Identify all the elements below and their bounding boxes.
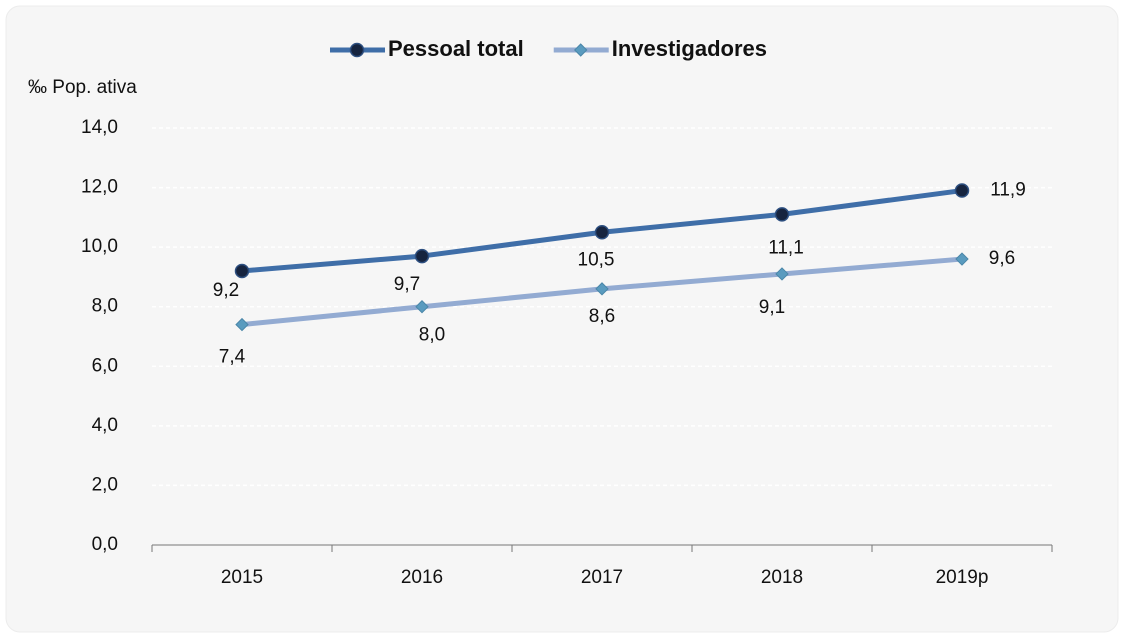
marker	[234, 263, 250, 279]
y-axis-label: ‰ Pop. ativa	[28, 77, 137, 98]
panel	[5, 5, 1119, 633]
marker	[595, 282, 609, 296]
x-tick-label: 2018	[761, 567, 803, 588]
legend-label: Investigadores	[612, 36, 767, 61]
marker	[235, 317, 249, 332]
x-tick-label: 2017	[581, 567, 623, 588]
marker	[414, 248, 430, 264]
marker	[594, 225, 610, 240]
data-label: 8,0	[419, 325, 445, 346]
data-label: 9,1	[759, 297, 785, 318]
marker	[415, 300, 429, 314]
data-label: 9,6	[989, 248, 1015, 269]
marker	[574, 43, 588, 57]
y-tick-label: 14,0	[81, 117, 118, 138]
y-tick-label: 12,0	[81, 177, 118, 198]
marker	[349, 42, 365, 58]
y-tick-label: 6,0	[92, 355, 118, 376]
y-tick-label: 8,0	[92, 296, 118, 317]
x-tick-label: 2019p	[936, 567, 989, 588]
y-tick-label: 2,0	[92, 474, 118, 495]
data-label: 7,4	[219, 347, 246, 368]
marker	[954, 183, 970, 198]
data-label: 11,9	[990, 180, 1026, 201]
data-label: 9,7	[394, 274, 420, 295]
data-label: 11,1	[768, 237, 804, 258]
marker	[955, 252, 969, 266]
legend-label: Pessoal total	[388, 36, 524, 61]
data-label: 10,5	[578, 249, 615, 270]
y-tick-label: 10,0	[81, 236, 118, 257]
x-tick-label: 2015	[221, 567, 263, 588]
y-tick-label: 4,0	[92, 415, 118, 436]
y-tick-label: 0,0	[92, 534, 118, 555]
marker	[775, 267, 789, 281]
x-tick-label: 2016	[401, 567, 443, 588]
marker	[774, 207, 790, 222]
data-label: 9,2	[213, 280, 239, 301]
data-label: 8,6	[589, 306, 615, 327]
